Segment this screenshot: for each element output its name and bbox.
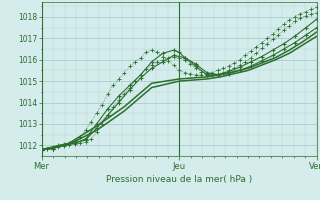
X-axis label: Pression niveau de la mer( hPa ): Pression niveau de la mer( hPa ) bbox=[106, 175, 252, 184]
